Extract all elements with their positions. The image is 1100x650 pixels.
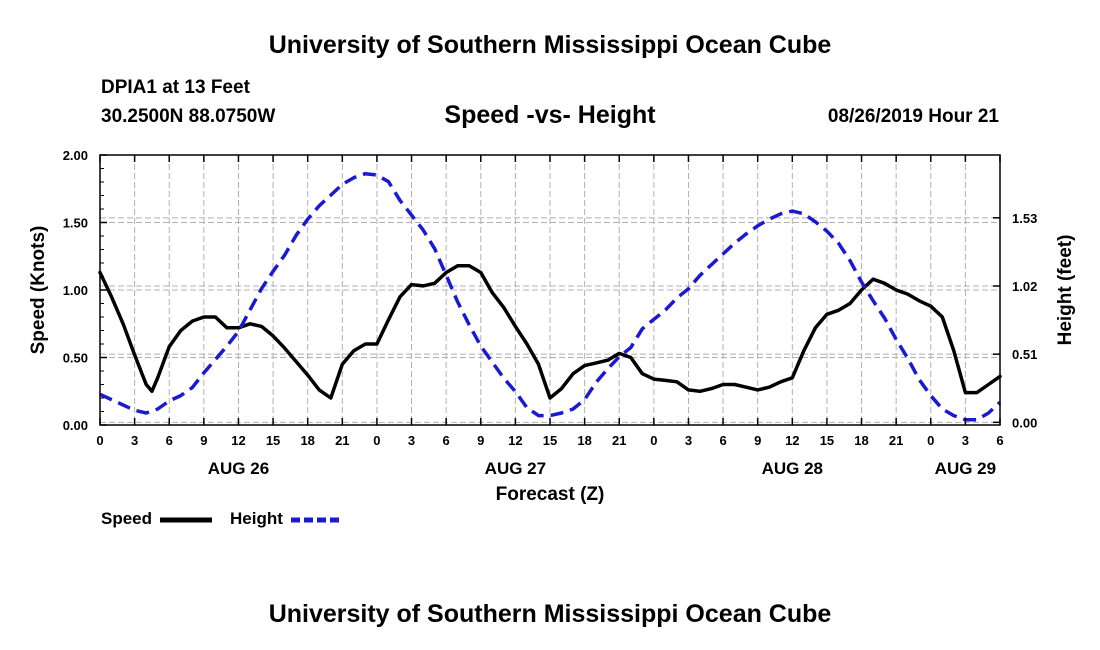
y2-tick-label: 0.00 <box>1012 415 1037 430</box>
y2-tick-label: 1.02 <box>1012 279 1037 294</box>
station-label: DPIA1 at 13 Feet <box>101 77 250 98</box>
x-tick-label: 12 <box>785 433 799 448</box>
x-tick-label: 0 <box>927 433 934 448</box>
x-tick-label: 6 <box>166 433 173 448</box>
station-coordinates: 30.2500N 88.0750W <box>101 106 276 127</box>
x-tick-label: 12 <box>508 433 522 448</box>
x-tick-label: 3 <box>685 433 692 448</box>
data-series <box>98 171 1002 422</box>
x-day-label: AUG 28 <box>762 459 823 478</box>
x-tick-label: 0 <box>96 433 103 448</box>
grid-lines <box>100 155 1000 425</box>
x-tick-label: 3 <box>962 433 969 448</box>
x-tick-label: 9 <box>200 433 207 448</box>
y-tick-label: 1.50 <box>63 216 88 231</box>
x-tick-label: 15 <box>543 433 557 448</box>
y-tick-label: 0.00 <box>63 418 88 433</box>
chart-title: Speed -vs- Height <box>444 101 656 129</box>
x-tick-label: 9 <box>754 433 761 448</box>
y2-axis-label: Height (feet) <box>1055 235 1076 346</box>
y-tick-label: 2.00 <box>63 148 88 163</box>
x-tick-label: 6 <box>996 433 1003 448</box>
height-series-line <box>99 171 1002 422</box>
x-tick-label: 12 <box>231 433 245 448</box>
x-day-label: AUG 29 <box>935 459 996 478</box>
y2-tick-label: 0.51 <box>1012 347 1037 362</box>
x-tick-label: 21 <box>889 433 903 448</box>
x-axis-label: Forecast (Z) <box>496 484 605 505</box>
x-tick-label: 3 <box>408 433 415 448</box>
x-day-label: AUG 27 <box>485 459 546 478</box>
plot-frame <box>99 154 1001 426</box>
x-tick-label: 9 <box>477 433 484 448</box>
x-tick-label: 18 <box>854 433 868 448</box>
y-tick-label: 0.50 <box>63 351 88 366</box>
x-tick-label: 6 <box>719 433 726 448</box>
x-tick-label: 0 <box>650 433 657 448</box>
forecast-datetime: 08/26/2019 Hour 21 <box>827 106 999 127</box>
legend-height-label: Height <box>230 509 283 528</box>
x-tick-label: 21 <box>335 433 349 448</box>
top-title: University of Southern Mississippi Ocean… <box>268 31 832 59</box>
x-tick-label: 18 <box>300 433 314 448</box>
legend-speed-label: Speed <box>101 509 153 528</box>
x-tick-label: 15 <box>820 433 834 448</box>
y-tick-label: 1.00 <box>63 283 88 298</box>
bottom-title: University of Southern Mississippi Ocean… <box>268 600 832 628</box>
x-tick-label: 15 <box>266 433 280 448</box>
axes <box>99 154 1001 426</box>
x-tick-label: 6 <box>443 433 450 448</box>
x-tick-label: 21 <box>612 433 626 448</box>
x-tick-label: 18 <box>577 433 591 448</box>
y-axis-label: Speed (Knots) <box>28 226 49 355</box>
x-tick-label: 0 <box>373 433 380 448</box>
x-day-label: AUG 26 <box>208 459 269 478</box>
tick-labels: 0 3 6 9 12 15 18 21 0 3 6 9 12 15 18 21 0 3 6 9 12 15 18 21 0 3 60… <box>63 148 1038 478</box>
y2-tick-label: 1.53 <box>1012 211 1037 226</box>
x-tick-label: 3 <box>131 433 138 448</box>
